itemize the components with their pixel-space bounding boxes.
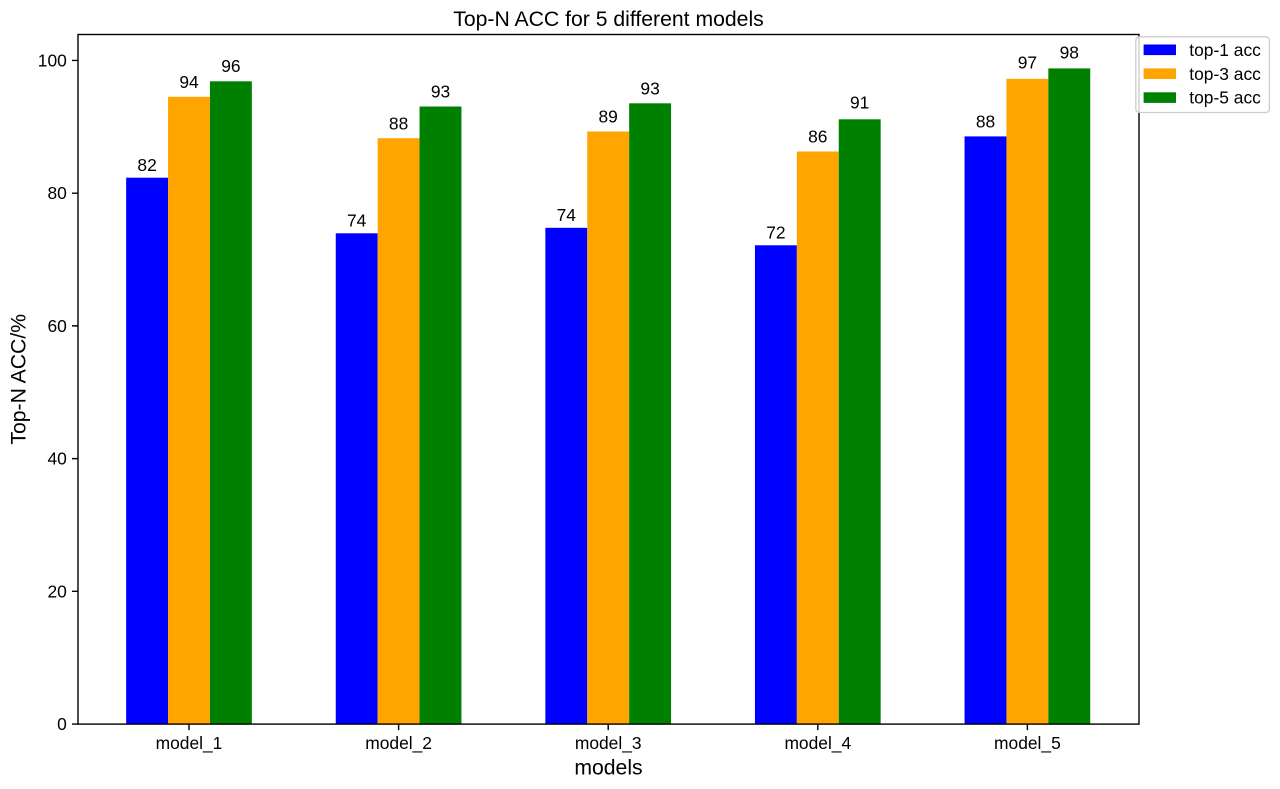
svg-text:Top-N ACC/%: Top-N ACC/% <box>7 314 30 445</box>
svg-text:100: 100 <box>38 51 67 71</box>
svg-text:98: 98 <box>1060 42 1079 62</box>
svg-text:86: 86 <box>808 127 827 147</box>
svg-text:20: 20 <box>47 581 66 601</box>
svg-text:model_5: model_5 <box>994 733 1061 753</box>
svg-text:96: 96 <box>221 56 240 76</box>
svg-text:93: 93 <box>640 79 659 99</box>
svg-text:72: 72 <box>766 223 785 243</box>
svg-text:80: 80 <box>47 183 66 203</box>
svg-text:74: 74 <box>347 210 367 230</box>
svg-text:top-3 acc: top-3 acc <box>1189 64 1261 84</box>
svg-text:74: 74 <box>557 205 577 225</box>
svg-text:0: 0 <box>57 714 67 734</box>
svg-text:91: 91 <box>850 92 869 112</box>
svg-text:top-1 acc: top-1 acc <box>1189 40 1261 60</box>
svg-text:40: 40 <box>47 449 66 469</box>
svg-text:88: 88 <box>389 113 408 133</box>
svg-text:top-5 acc: top-5 acc <box>1189 88 1261 108</box>
svg-text:82: 82 <box>137 155 156 175</box>
svg-text:60: 60 <box>47 316 66 336</box>
svg-text:model_1: model_1 <box>156 733 223 753</box>
svg-text:model_3: model_3 <box>575 733 642 753</box>
svg-text:Top-N ACC for 5 different mode: Top-N ACC for 5 different models <box>453 8 764 31</box>
svg-text:88: 88 <box>976 112 995 132</box>
svg-text:model_4: model_4 <box>784 733 851 753</box>
svg-text:89: 89 <box>599 107 618 127</box>
svg-text:97: 97 <box>1018 53 1037 73</box>
svg-text:models: models <box>574 756 642 779</box>
svg-text:94: 94 <box>179 72 199 92</box>
svg-text:model_2: model_2 <box>365 733 432 753</box>
svg-text:93: 93 <box>431 82 450 102</box>
